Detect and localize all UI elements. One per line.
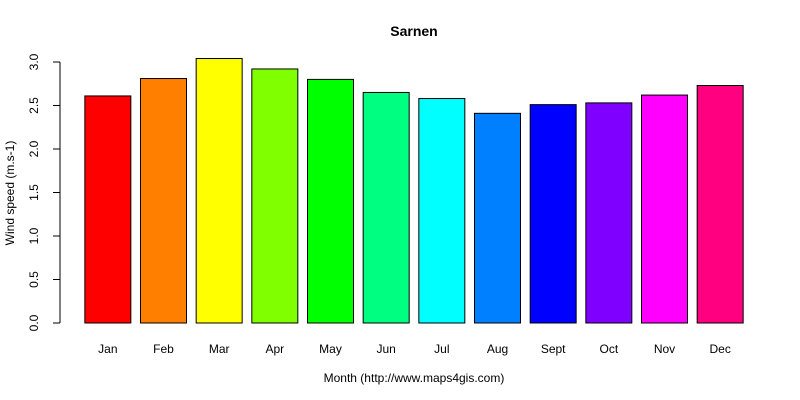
bars-group xyxy=(84,58,744,324)
y-axis: 0.0 0.5 1.0 1.5 2.0 2.5 3.0 xyxy=(27,53,61,331)
x-tick-label-aug: Aug xyxy=(487,342,508,356)
x-tick-label-jul: Jul xyxy=(434,342,449,356)
x-tick-label-mar: Mar xyxy=(209,342,230,356)
x-tick-label-jun: Jun xyxy=(376,342,395,356)
x-tick-label-nov: Nov xyxy=(654,342,675,356)
x-tick-label-apr: Apr xyxy=(265,342,284,356)
bar-jan xyxy=(84,95,132,324)
bar-jun xyxy=(362,91,410,324)
x-tick-label-dec: Dec xyxy=(709,342,730,356)
x-tick-label-oct: Oct xyxy=(599,342,618,356)
chart-title: Sarnen xyxy=(390,23,437,39)
x-tick-label-feb: Feb xyxy=(153,342,174,356)
bar-apr xyxy=(251,68,299,324)
y-tick-label: 0.5 xyxy=(27,271,41,288)
bar-oct xyxy=(585,102,633,324)
bar-nov xyxy=(641,94,688,324)
bar-mar xyxy=(195,58,243,324)
bar-aug xyxy=(474,112,521,324)
bar-sept xyxy=(529,104,577,324)
bar-dec xyxy=(696,84,744,324)
x-tick-label-jan: Jan xyxy=(98,342,117,356)
x-tick-labels: Jan Feb Mar Apr May Jun Jul Aug Sept Oct Nov Dec xyxy=(98,342,731,356)
y-axis-label: Wind speed (m.s-1) xyxy=(3,141,17,246)
bar-may xyxy=(307,78,354,324)
y-tick-label: 3.0 xyxy=(27,53,41,70)
x-axis-label: Month (http://www.maps4gis.com) xyxy=(324,371,505,385)
bar-feb xyxy=(140,78,187,324)
y-tick-label: 1.5 xyxy=(27,184,41,201)
y-tick-label: 0.0 xyxy=(27,314,41,331)
y-tick-label: 2.0 xyxy=(27,140,41,157)
bar-jul xyxy=(418,98,466,324)
y-tick-label: 2.5 xyxy=(27,97,41,114)
x-tick-label-may: May xyxy=(319,342,342,356)
x-tick-label-sept: Sept xyxy=(541,342,566,356)
y-tick-label: 1.0 xyxy=(27,227,41,244)
